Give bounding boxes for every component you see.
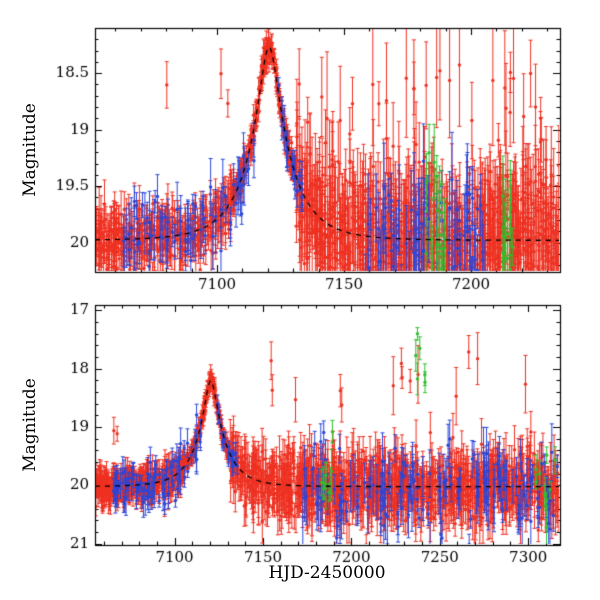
y-axis-label-top-panel: Magnitude (20, 103, 40, 197)
x-axis-label: HJD-2450000 (268, 563, 386, 583)
y-axis-label-bottom-panel: Magnitude (20, 378, 40, 472)
